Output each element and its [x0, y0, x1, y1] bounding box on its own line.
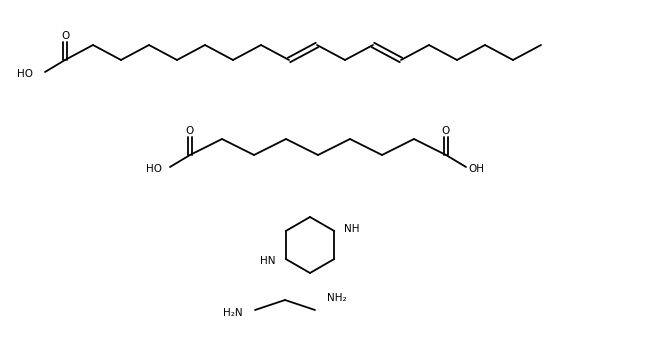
Text: H₂N: H₂N — [224, 308, 243, 318]
Text: O: O — [61, 31, 69, 41]
Text: NH: NH — [344, 224, 359, 234]
Text: OH: OH — [468, 164, 484, 174]
Text: O: O — [186, 126, 194, 136]
Text: HO: HO — [146, 164, 162, 174]
Text: HN: HN — [260, 256, 276, 266]
Text: NH₂: NH₂ — [327, 293, 346, 303]
Text: O: O — [442, 126, 450, 136]
Text: HO: HO — [17, 69, 33, 79]
